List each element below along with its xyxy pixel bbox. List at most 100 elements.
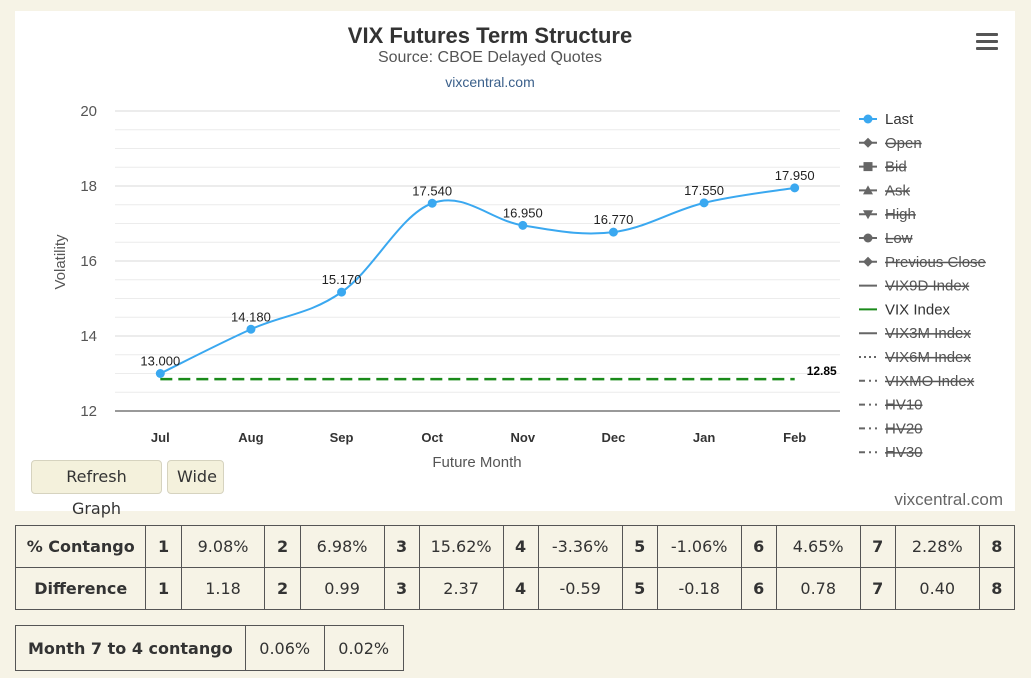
legend-marker: [863, 210, 873, 220]
month-number: 1: [145, 525, 182, 568]
legend-item[interactable]: HV30: [859, 444, 923, 461]
data-label: 15.170: [322, 272, 362, 287]
legend-item[interactable]: VIX6M Index: [859, 349, 971, 366]
legend-item[interactable]: VIXMO Index: [859, 373, 975, 390]
table-cell: 0.06%: [244, 625, 325, 671]
table-cell: 0.02%: [323, 625, 404, 671]
table-cell: 15.62%: [418, 525, 504, 568]
month-number: 4: [502, 567, 539, 610]
y-tick-label: 16: [80, 253, 97, 270]
data-point: [246, 324, 256, 334]
wide-button[interactable]: Wide: [167, 460, 224, 494]
legend-marker: [863, 137, 873, 148]
chart-panel: VIX Futures Term Structure Source: CBOE …: [15, 11, 1015, 518]
x-tick-label: Dec: [602, 430, 626, 445]
contango-table: % Contango 1 9.08% 2 6.98% 3 15.62% 4 -3…: [14, 525, 1016, 610]
axes: 12 14 16 18 20 Jul Aug Sep Oct Nov Dec Jan Feb: [80, 103, 840, 445]
table-row: Difference 1 1.18 2 0.99 3 2.37 4 -0.59 …: [14, 567, 1016, 610]
month-number: 7: [859, 525, 896, 568]
legend-item[interactable]: Bid: [859, 159, 907, 176]
data-point: [699, 198, 709, 208]
data-point: [155, 369, 165, 378]
table-cell: -0.18: [656, 567, 742, 610]
legend-label: VIX9D Index: [885, 278, 970, 295]
x-tick-label: Aug: [238, 430, 263, 445]
month-number: 5: [621, 525, 658, 568]
month-number: 2: [264, 525, 301, 568]
month-number: 8: [978, 525, 1016, 568]
data-label: 16.770: [594, 212, 634, 227]
x-tick-label: Jul: [151, 430, 170, 445]
month-number: 6: [740, 525, 777, 568]
y-tick-label: 14: [80, 328, 97, 345]
chart-menu-icon[interactable]: [976, 33, 998, 53]
last-series-line: [159, 186, 795, 375]
legend-label: Last: [885, 111, 914, 128]
month-contango-table: Month 7 to 4 contango 0.06% 0.02%: [15, 625, 404, 671]
vixcentral-link[interactable]: vixcentral.com: [445, 74, 534, 90]
data-label: 16.950: [503, 205, 543, 220]
legend-item[interactable]: Open: [859, 135, 922, 152]
month-number: 6: [740, 567, 777, 610]
y-tick-label: 12: [80, 403, 97, 420]
data-label: 17.950: [775, 168, 815, 183]
legend-item[interactable]: VIX9D Index: [859, 278, 970, 295]
legend-item[interactable]: VIX3M Index: [859, 325, 971, 342]
data-point: [427, 198, 437, 208]
row-label: Difference: [14, 567, 147, 610]
legend-item[interactable]: Previous Close: [859, 254, 986, 271]
legend-item[interactable]: Last: [859, 111, 914, 128]
legend-marker: [863, 114, 873, 124]
legend-item[interactable]: HV10: [859, 397, 923, 414]
y-tick-label: 20: [80, 103, 97, 120]
legend-marker: [863, 256, 873, 267]
month-number: 8: [978, 567, 1016, 610]
legend-label: High: [885, 206, 916, 223]
legend-item[interactable]: HV20: [859, 420, 923, 437]
series-layer: 12.85 13.000 14.180 15.170 17.540 16.950 16.77…: [140, 168, 837, 381]
table-cell: -0.59: [537, 567, 623, 610]
legend-item[interactable]: Ask: [859, 182, 911, 199]
data-label: 14.180: [231, 309, 271, 324]
y-axis-title: Volatility: [52, 234, 69, 290]
table-cell: 6.98%: [299, 525, 385, 568]
legend-item[interactable]: VIX Index: [859, 301, 951, 318]
x-axis-title: Future Month: [432, 454, 521, 471]
x-tick-label: Jan: [693, 430, 715, 445]
legend-label: HV30: [885, 444, 923, 461]
legend-label: VIX Index: [885, 301, 951, 318]
table-cell: -3.36%: [537, 525, 623, 568]
x-tick-label: Nov: [511, 430, 536, 445]
data-point: [790, 183, 800, 193]
legend-marker: [863, 185, 873, 195]
y-tick-label: 18: [80, 178, 97, 195]
table-cell: 0.78: [775, 567, 861, 610]
legend-item[interactable]: Low: [859, 230, 913, 247]
month-number: 2: [264, 567, 301, 610]
table-cell: 2.37: [418, 567, 504, 610]
refresh-graph-button[interactable]: Refresh Graph: [31, 460, 162, 518]
data-label: 17.540: [412, 183, 452, 198]
table-row: Month 7 to 4 contango 0.06% 0.02%: [15, 625, 404, 671]
month-number: 3: [383, 567, 420, 610]
table-cell: 0.99: [299, 567, 385, 610]
legend-item[interactable]: High: [859, 206, 916, 223]
legend-label: Ask: [885, 182, 911, 199]
row-label: Month 7 to 4 contango: [15, 625, 246, 671]
legend-label: VIX6M Index: [885, 349, 971, 366]
table-cell: 4.65%: [775, 525, 861, 568]
credit-link[interactable]: vixcentral.com: [894, 490, 1003, 509]
legend-label: VIX3M Index: [885, 325, 971, 342]
legend-marker: [863, 162, 873, 172]
data-point: [518, 220, 528, 230]
legend-label: Low: [885, 230, 913, 247]
legend-label: HV10: [885, 397, 923, 414]
legend-label: Bid: [885, 159, 907, 176]
data-label: 13.000: [140, 354, 180, 369]
data-point: [337, 287, 347, 297]
legend: Last Open Bid Ask High Low Previous Close VIX9D…: [859, 111, 986, 461]
x-tick-label: Sep: [330, 430, 354, 445]
data-label: 17.550: [684, 183, 724, 198]
month-number: 7: [859, 567, 896, 610]
legend-marker: [863, 233, 873, 243]
